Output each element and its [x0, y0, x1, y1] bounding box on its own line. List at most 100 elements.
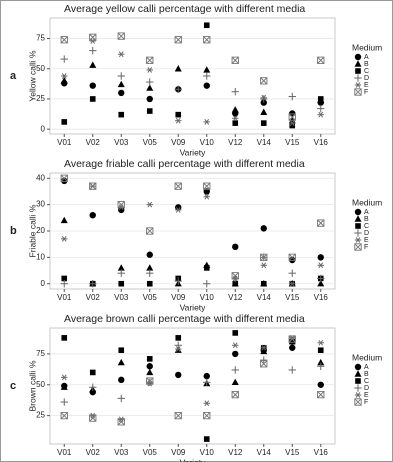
- marker-stroke: [147, 67, 153, 73]
- marker-shape: [231, 272, 239, 280]
- x-tick-label: V03: [114, 293, 129, 302]
- data-point: [260, 262, 267, 269]
- data-point: [232, 115, 239, 122]
- legend-title: Medium: [352, 352, 382, 362]
- marker-shape: [354, 53, 362, 61]
- marker-shape: [203, 22, 210, 29]
- y-tick-label: 75: [36, 34, 45, 43]
- data-point: [203, 182, 211, 190]
- legend-label: B: [364, 216, 369, 223]
- marker-shape: [89, 96, 96, 102]
- marker-stroke: [117, 32, 125, 40]
- marker-shape: [146, 377, 154, 385]
- marker-shape: [146, 251, 153, 258]
- marker-shape: [203, 436, 210, 442]
- x-tick-label: V16: [314, 293, 329, 302]
- marker-shape: [117, 418, 125, 426]
- marker-shape: [174, 65, 182, 72]
- data-point: [289, 344, 296, 351]
- data-point: [260, 120, 267, 126]
- data-point: [203, 265, 210, 271]
- marker-shape: [288, 335, 296, 343]
- data-point: [60, 411, 68, 420]
- legend-symbol: [354, 243, 362, 251]
- marker-shape: [317, 254, 324, 261]
- y-tick-label: 20: [36, 226, 45, 235]
- x-tick-label: V03: [114, 448, 129, 457]
- marker-shape: [289, 122, 296, 129]
- marker-shape: [89, 61, 97, 68]
- data-point: [89, 414, 97, 422]
- marker-shape: [117, 80, 125, 88]
- data-point: [117, 264, 125, 271]
- data-point: [288, 366, 296, 374]
- marker-shape: [355, 223, 361, 229]
- marker-stroke: [232, 115, 238, 122]
- legend-symbol: [355, 378, 361, 384]
- marker-stroke: [146, 377, 154, 385]
- data-point: [260, 253, 268, 262]
- marker-stroke: [260, 77, 268, 85]
- data-point: [174, 182, 182, 190]
- x-tick-label: V01: [57, 448, 72, 457]
- data-point: [146, 67, 153, 73]
- legend-symbol: [354, 384, 362, 392]
- y-tick-label: 30: [36, 200, 45, 209]
- data-point: [174, 341, 182, 349]
- legend-label: F: [364, 244, 368, 251]
- x-tick-label: V05: [143, 293, 158, 302]
- data-point: [175, 371, 182, 379]
- data-point: [146, 84, 154, 91]
- marker-shape: [203, 36, 211, 44]
- marker-shape: [146, 56, 154, 64]
- marker-stroke: [318, 111, 324, 118]
- data-point: [175, 335, 182, 341]
- data-point: [175, 346, 182, 352]
- y-axis-title: Brown calli %: [27, 360, 37, 411]
- data-point: [60, 36, 68, 44]
- marker-stroke: [118, 51, 124, 58]
- marker-shape: [260, 225, 267, 232]
- data-point: [146, 280, 153, 287]
- marker-stroke: [289, 120, 295, 126]
- legend-symbol: [354, 392, 362, 398]
- data-point: [146, 78, 154, 86]
- legend-symbol: [355, 68, 361, 74]
- data-point: [175, 207, 182, 213]
- marker-shape: [60, 216, 68, 224]
- marker-stroke: [317, 219, 325, 227]
- legend-label: C: [364, 68, 369, 75]
- marker-stroke: [203, 412, 211, 420]
- marker-shape: [146, 356, 153, 362]
- marker-stroke: [231, 391, 239, 399]
- data-point: [289, 122, 296, 129]
- x-tick-label: V10: [200, 138, 215, 147]
- data-point: [203, 72, 211, 80]
- data-point: [203, 119, 210, 125]
- data-point: [146, 227, 154, 235]
- data-point: [146, 56, 154, 64]
- data-point: [61, 73, 68, 79]
- data-point: [89, 33, 97, 41]
- data-point: [61, 119, 68, 125]
- x-tick-label: V09: [171, 293, 186, 302]
- marker-stroke: [288, 335, 296, 343]
- x-tick-label: V09: [171, 138, 186, 147]
- data-point: [89, 61, 97, 68]
- marker-stroke: [318, 262, 324, 269]
- data-point: [231, 366, 239, 374]
- legend-symbol: [355, 223, 361, 229]
- marker-stroke: [317, 56, 325, 64]
- legend-symbol: [354, 53, 362, 61]
- data-point: [260, 225, 267, 232]
- marker-shape: [146, 280, 153, 287]
- data-point: [232, 350, 239, 358]
- marker-stroke: [174, 36, 182, 44]
- data-point: [146, 251, 153, 258]
- x-tick-label: V10: [200, 448, 215, 457]
- x-tick-label: V14: [257, 448, 272, 457]
- marker-shape: [146, 264, 154, 271]
- data-point: [89, 369, 96, 376]
- data-point: [89, 82, 96, 89]
- marker-stroke: [174, 412, 182, 420]
